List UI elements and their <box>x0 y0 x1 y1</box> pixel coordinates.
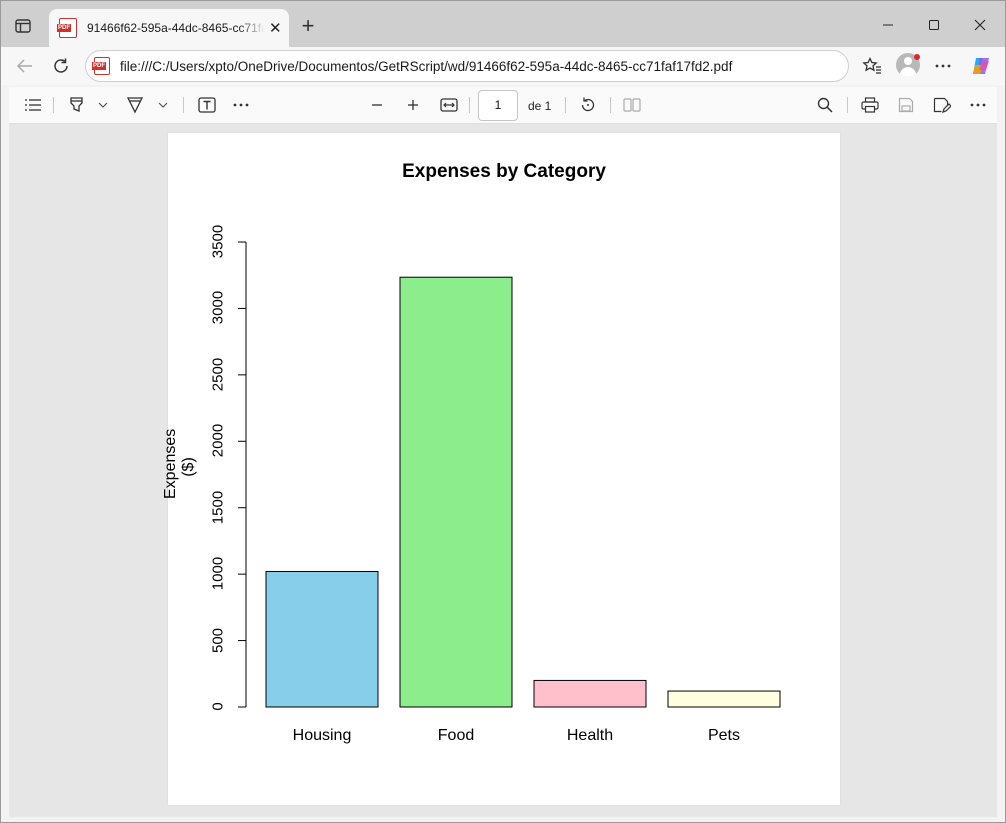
search-icon <box>817 97 833 113</box>
new-tab-button[interactable]: + <box>301 13 315 38</box>
x-category-label: Health <box>566 727 614 744</box>
bar-housing <box>265 570 379 708</box>
page-count-label: de 1 <box>528 99 552 113</box>
tab-actions-button[interactable] <box>9 13 37 39</box>
pdf-file-icon: PDF <box>92 57 110 75</box>
refresh-button[interactable] <box>47 53 75 79</box>
bar-health <box>533 679 647 708</box>
y-tick-label: 500 <box>209 627 227 653</box>
copilot-button[interactable] <box>967 53 995 79</box>
copilot-icon <box>973 58 989 74</box>
fit-width-icon <box>440 98 458 112</box>
back-button[interactable] <box>11 53 39 79</box>
maximize-button[interactable] <box>911 11 957 39</box>
tab-actions-icon <box>15 19 31 33</box>
address-bar[interactable]: PDF file:///C:/Users/xpto/OneDrive/Docum… <box>85 50 849 82</box>
y-tick-label: 3500 <box>209 224 227 259</box>
tab-strip: PDF 91466f62-595a-44dc-8465-cc71faf17fd2… <box>1 1 1005 47</box>
contents-button[interactable] <box>21 92 45 118</box>
maximize-icon <box>929 20 939 30</box>
more-dots-icon <box>970 103 986 107</box>
close-window-button[interactable] <box>957 11 1003 39</box>
rotate-button[interactable] <box>576 92 600 118</box>
draw-options-button[interactable] <box>151 92 175 118</box>
table-of-contents-icon <box>25 99 41 111</box>
pdf-viewer[interactable]: Expenses by Category Expenses ($) 0 500 10… <box>9 124 997 817</box>
y-tick-label: 3000 <box>209 291 227 325</box>
tab-title: 91466f62-595a-44dc-8465-cc71faf17fd2.pdf <box>87 21 265 35</box>
bar-chart <box>238 241 781 708</box>
navigation-bar: PDF file:///C:/Users/xpto/OneDrive/Docum… <box>1 47 1005 85</box>
pdf-more-options-button[interactable] <box>966 92 990 118</box>
bar-food <box>399 276 513 708</box>
rotate-icon <box>581 97 595 112</box>
more-dots-icon <box>935 64 951 68</box>
zoom-in-button[interactable] <box>401 92 425 118</box>
plus-icon <box>408 100 418 110</box>
page-view-button[interactable] <box>620 92 644 118</box>
highlight-options-button[interactable] <box>91 92 115 118</box>
two-page-view-icon <box>623 98 641 112</box>
back-arrow-icon <box>16 59 32 73</box>
bar-pets <box>667 690 781 708</box>
fit-to-width-button[interactable] <box>437 92 461 118</box>
y-tick-label: 0 <box>209 702 227 711</box>
add-text-button[interactable] <box>195 92 219 118</box>
favorites-button[interactable] <box>858 53 886 79</box>
x-category-label: Food <box>437 727 475 744</box>
save-button[interactable] <box>894 92 918 118</box>
text-box-icon <box>198 97 216 113</box>
save-as-icon <box>933 97 951 113</box>
printer-icon <box>861 97 879 113</box>
y-tick-label: 2000 <box>209 424 227 458</box>
toolbar-divider <box>469 97 470 113</box>
x-category-label: Pets <box>707 727 740 744</box>
pdf-page: Expenses by Category Expenses ($) 0 500 10… <box>162 133 840 805</box>
y-tick-label: 2500 <box>209 357 227 392</box>
minimize-button[interactable] <box>865 11 911 39</box>
pdf-toolbar: 1 de 1 <box>9 87 997 124</box>
active-tab[interactable]: PDF 91466f62-595a-44dc-8465-cc71faf17fd2… <box>49 9 289 47</box>
more-dots-icon <box>233 103 249 107</box>
close-icon <box>974 19 986 31</box>
toolbar-divider <box>565 97 566 113</box>
y-tick-label: 1000 <box>209 556 227 591</box>
more-tools-button[interactable] <box>229 92 253 118</box>
zoom-out-button[interactable] <box>365 92 389 118</box>
chevron-down-icon <box>98 102 108 108</box>
close-tab-button[interactable]: ✕ <box>269 20 282 37</box>
settings-more-button[interactable] <box>929 53 957 79</box>
find-button[interactable] <box>813 92 837 118</box>
highlight-button[interactable] <box>65 92 89 118</box>
chart-title: Expenses by Category <box>402 161 606 182</box>
favorites-star-icon <box>862 57 881 74</box>
toolbar-divider <box>610 97 611 113</box>
print-button[interactable] <box>858 92 882 118</box>
y-tick-label: 1500 <box>209 490 227 524</box>
refresh-icon <box>54 58 68 73</box>
minus-icon <box>372 104 382 106</box>
save-disk-icon <box>898 97 914 113</box>
notification-dot <box>914 54 920 60</box>
toolbar-divider <box>183 97 184 113</box>
highlighter-icon <box>70 97 83 112</box>
page-number-input[interactable]: 1 <box>478 90 518 121</box>
save-as-button[interactable] <box>930 92 954 118</box>
toolbar-divider <box>53 97 54 113</box>
draw-pen-icon <box>126 97 144 114</box>
pdf-file-icon: PDF <box>57 18 77 38</box>
url-text[interactable]: file:///C:/Users/xpto/OneDrive/Documento… <box>120 58 733 74</box>
x-category-label: Housing <box>292 727 352 744</box>
minimize-icon <box>883 24 893 26</box>
chevron-down-icon <box>158 102 168 108</box>
draw-button[interactable] <box>123 92 147 118</box>
toolbar-divider <box>847 97 848 113</box>
